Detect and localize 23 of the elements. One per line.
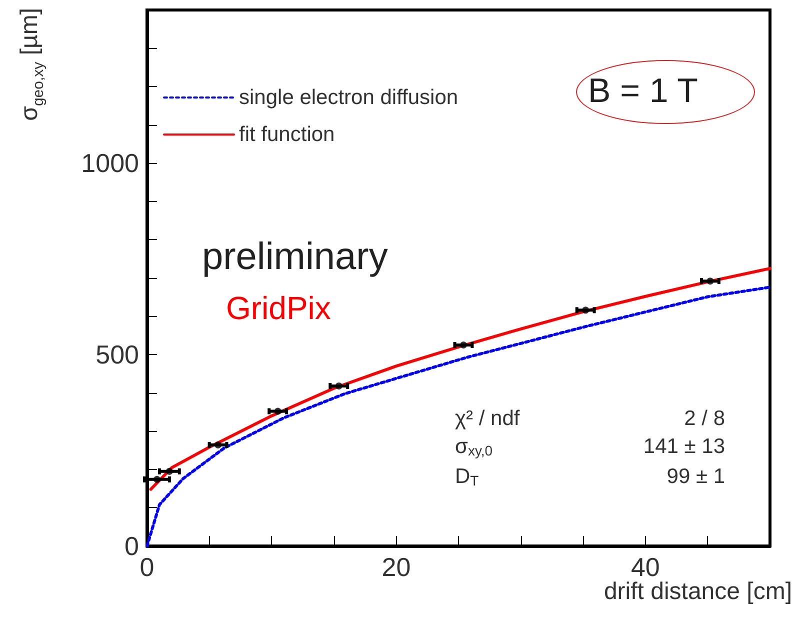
point bbox=[460, 342, 467, 348]
point bbox=[335, 382, 342, 390]
annotation: GridPix bbox=[226, 290, 331, 326]
annotation: preliminary bbox=[202, 236, 388, 278]
point bbox=[153, 476, 160, 483]
annotation: 2 / 8 bbox=[684, 407, 726, 430]
annotation: σxy,0 bbox=[455, 435, 493, 458]
point bbox=[166, 468, 173, 475]
annotation: B = 1 T bbox=[588, 72, 698, 110]
point bbox=[706, 278, 714, 285]
annotation: 99 ± 1 bbox=[666, 465, 726, 488]
point bbox=[274, 408, 282, 415]
legend-label: single electron diffusion bbox=[239, 86, 458, 109]
x-tick-label: 20 bbox=[382, 552, 411, 582]
point bbox=[214, 441, 222, 448]
y-tick-label: 500 bbox=[96, 340, 139, 370]
annotation: DT bbox=[455, 465, 480, 488]
annotation: χ² / ndf bbox=[455, 407, 520, 430]
annotation: 141 ± 13 bbox=[643, 435, 726, 458]
point bbox=[582, 306, 590, 314]
y-tick-label: 0 bbox=[124, 531, 139, 561]
y-tick-label: 1000 bbox=[81, 148, 139, 178]
legend-label: fit function bbox=[239, 123, 335, 146]
